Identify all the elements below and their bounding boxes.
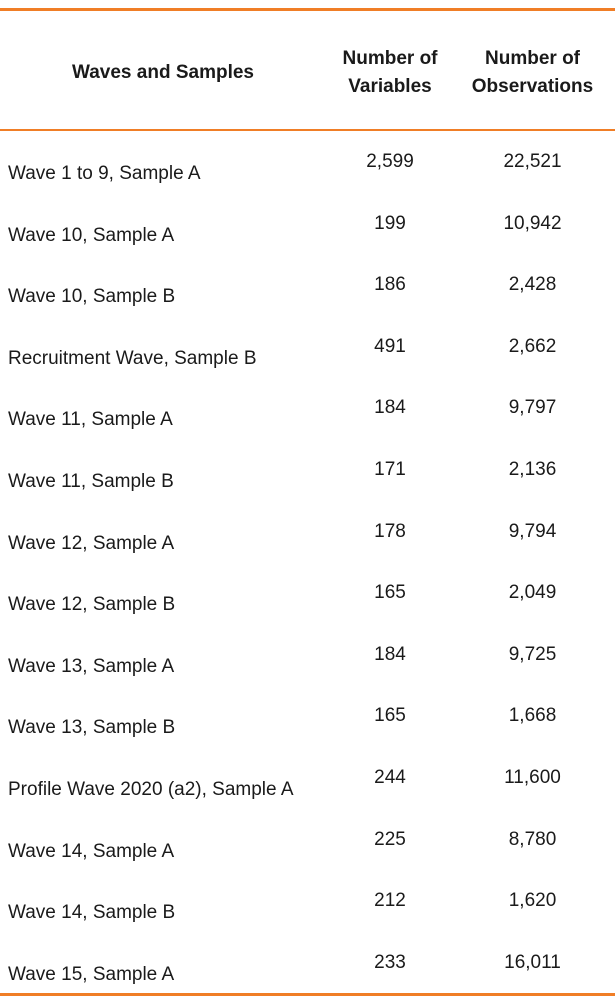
row-label: Recruitment Wave, Sample B bbox=[8, 347, 257, 369]
row-observations-count: 9,797 bbox=[508, 397, 557, 419]
row-observations-count: 11,600 bbox=[504, 766, 561, 788]
table-row: Wave 11, Sample B 171 2,136 bbox=[0, 439, 615, 501]
row-variables-count: 184 bbox=[374, 397, 406, 419]
data-table: Waves and Samples Number of Variables Nu… bbox=[0, 8, 615, 996]
row-observations-count: 8,780 bbox=[508, 828, 557, 850]
row-variables-count: 184 bbox=[374, 643, 406, 665]
row-label: Wave 10, Sample B bbox=[8, 286, 176, 308]
row-observations-count: 2,136 bbox=[508, 458, 557, 480]
row-variables-count: 212 bbox=[374, 890, 406, 912]
row-label: Wave 12, Sample B bbox=[8, 594, 176, 616]
header-observations-line1: Number of bbox=[485, 48, 580, 69]
header-number-of-variables: Number of Variables bbox=[330, 45, 450, 101]
row-observations-count: 1,620 bbox=[508, 890, 557, 912]
row-observations-count: 9,725 bbox=[508, 643, 557, 665]
row-observations-count: 2,428 bbox=[508, 274, 557, 296]
row-label: Wave 13, Sample B bbox=[8, 717, 176, 739]
table-row: Wave 13, Sample B 165 1,668 bbox=[0, 685, 615, 747]
table-row: Wave 12, Sample A 178 9,794 bbox=[0, 501, 615, 563]
row-observations-count: 2,662 bbox=[508, 335, 557, 357]
table-row: Wave 10, Sample B 186 2,428 bbox=[0, 254, 615, 316]
table-body: Wave 1 to 9, Sample A 2,599 22,521 Wave 10,… bbox=[0, 131, 615, 993]
row-label: Wave 10, Sample A bbox=[8, 224, 175, 246]
row-variables-count: 491 bbox=[374, 335, 406, 357]
table-row: Wave 14, Sample A 225 8,780 bbox=[0, 809, 615, 871]
row-label: Wave 1 to 9, Sample A bbox=[8, 163, 201, 184]
row-observations-count: 10,942 bbox=[503, 212, 562, 234]
table-row: Wave 12, Sample B 165 2,049 bbox=[0, 562, 615, 624]
row-label: Wave 14, Sample A bbox=[8, 840, 175, 862]
header-number-of-observations: Number of Observations bbox=[460, 45, 605, 101]
row-observations-count: 1,668 bbox=[508, 705, 557, 727]
table-row: Wave 15, Sample A 233 16,011 bbox=[0, 932, 615, 994]
row-variables-count: 186 bbox=[374, 274, 406, 296]
header-variables-line2: Variables bbox=[348, 76, 432, 97]
row-variables-count: 233 bbox=[374, 951, 406, 973]
row-label: Wave 15, Sample A bbox=[8, 963, 175, 985]
header-variables-line1: Number of bbox=[342, 48, 438, 69]
table-row: Wave 10, Sample A 199 10,942 bbox=[0, 193, 615, 255]
header-waves-and-samples: Waves and Samples bbox=[72, 62, 254, 83]
row-variables-count: 165 bbox=[374, 705, 406, 727]
row-label: Profile Wave 2020 (a2), Sample A bbox=[8, 778, 294, 800]
row-variables-count: 244 bbox=[374, 766, 406, 788]
table-row: Wave 11, Sample A 184 9,797 bbox=[0, 377, 615, 439]
table-row: Wave 13, Sample A 184 9,725 bbox=[0, 624, 615, 686]
table-row: Profile Wave 2020 (a2), Sample A 244 11,60… bbox=[0, 747, 615, 809]
row-label: Wave 13, Sample A bbox=[8, 655, 175, 677]
row-variables-count: 171 bbox=[374, 458, 406, 480]
row-variables-count: 199 bbox=[374, 212, 406, 234]
table-row: Recruitment Wave, Sample B 491 2,662 bbox=[0, 316, 615, 378]
row-label: Wave 11, Sample A bbox=[8, 409, 173, 431]
row-label: Wave 14, Sample B bbox=[8, 902, 176, 924]
row-variables-count: 165 bbox=[374, 582, 406, 604]
table-row: Wave 14, Sample B 212 1,620 bbox=[0, 870, 615, 932]
table-header: Waves and Samples Number of Variables Nu… bbox=[0, 11, 615, 131]
row-label: Wave 11, Sample B bbox=[8, 470, 174, 492]
row-variables-count: 225 bbox=[374, 828, 406, 850]
row-label: Wave 12, Sample A bbox=[8, 532, 175, 554]
table-row: Wave 1 to 9, Sample A 2,599 22,521 bbox=[0, 131, 615, 193]
row-observations-count: 16,011 bbox=[504, 951, 561, 973]
row-variables-count: 178 bbox=[374, 520, 406, 542]
header-observations-line2: Observations bbox=[471, 76, 594, 97]
row-variables-count: 2,599 bbox=[366, 151, 414, 172]
row-observations-count: 2,049 bbox=[508, 582, 557, 604]
row-observations-count: 9,794 bbox=[508, 520, 557, 542]
row-observations-count: 22,521 bbox=[503, 151, 562, 172]
